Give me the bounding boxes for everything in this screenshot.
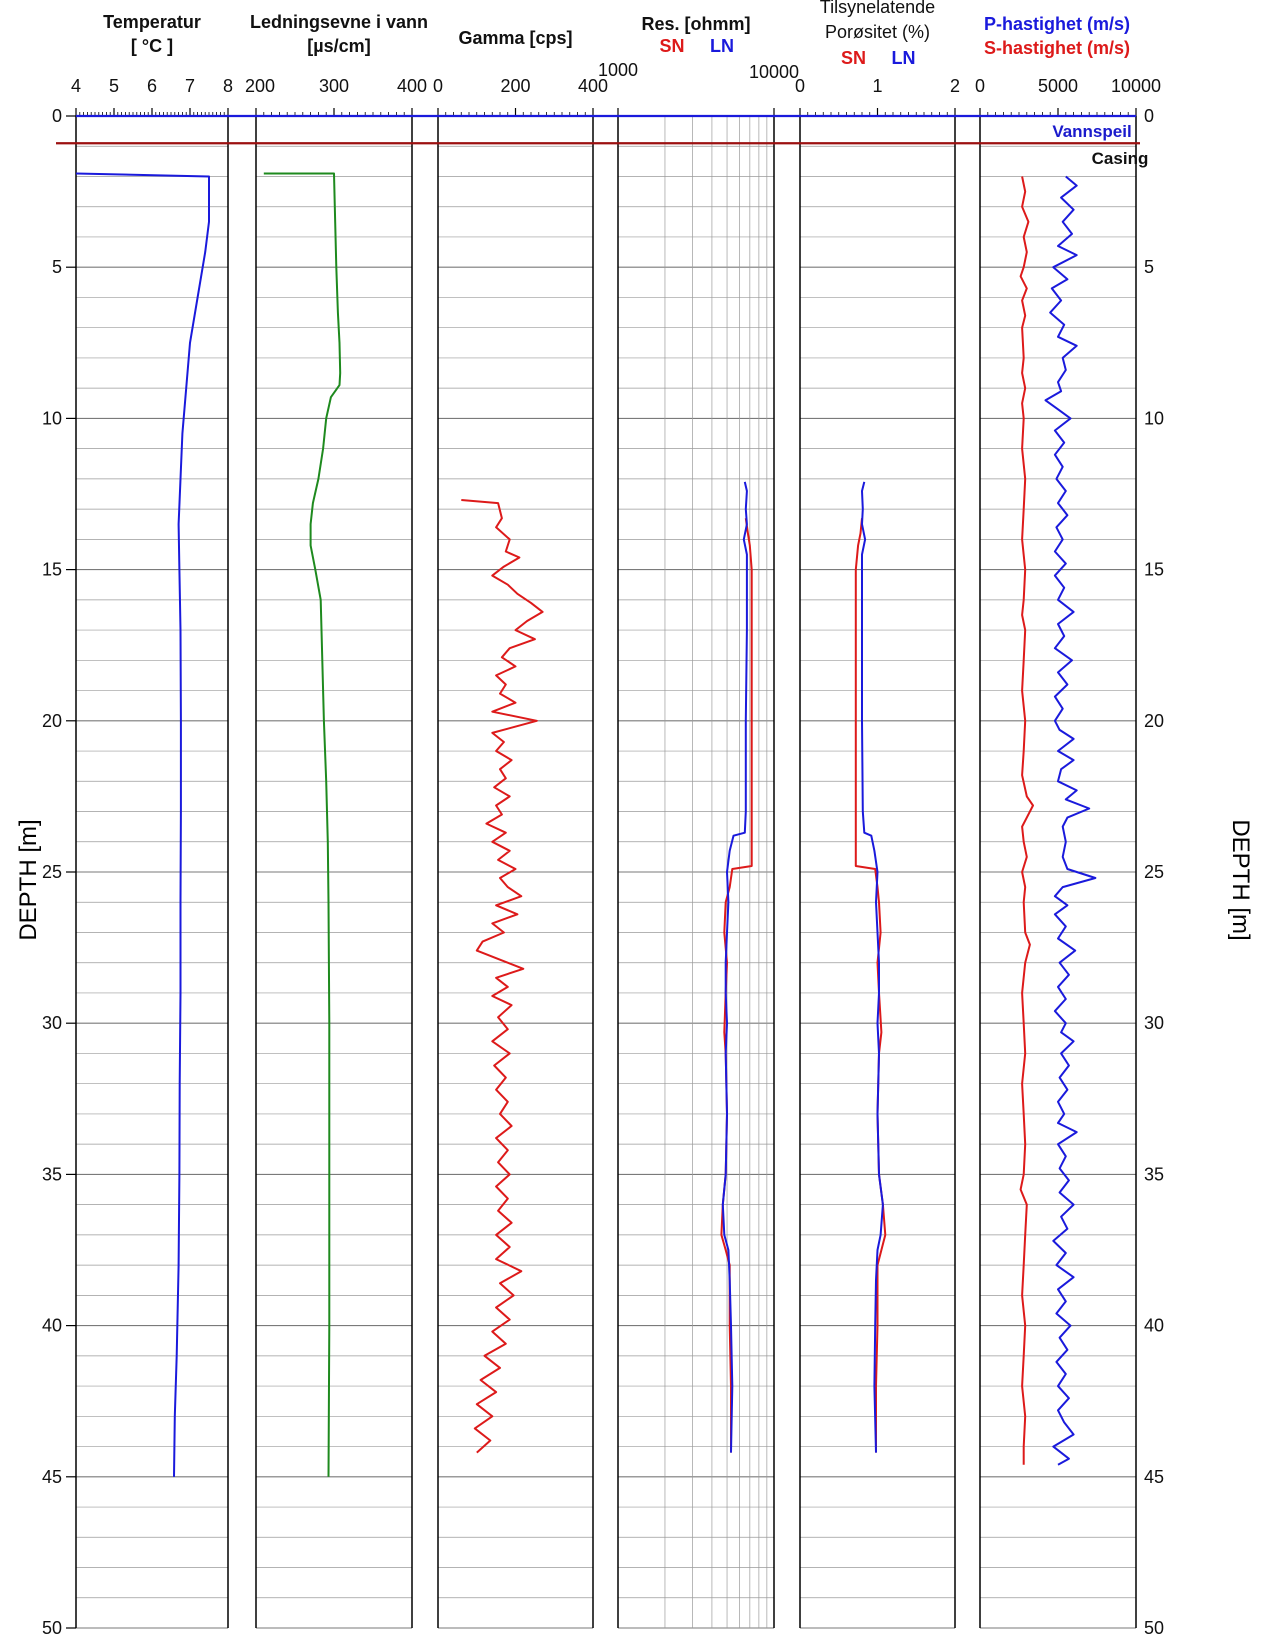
series-line-track-2 — [263, 172, 342, 1477]
axis-tick-label: 5000 — [1038, 76, 1078, 96]
legend-ln: LN — [892, 48, 916, 68]
depth-tick-label-right: 50 — [1144, 1618, 1164, 1638]
depth-tick-label-right: 35 — [1144, 1164, 1164, 1184]
series-line-track-1 — [75, 172, 210, 1477]
axis-tick-label: 10000 — [749, 62, 799, 82]
track-title: Tilsynelatende — [820, 0, 935, 17]
track-2: 200 300 400 Ledningsevne i vann [µs/cm] — [245, 12, 428, 1629]
legend-sn: SN — [841, 48, 866, 68]
depth-tick-label-right: 30 — [1144, 1013, 1164, 1033]
track-3: 0 200 400 Gamma [cps] — [433, 28, 608, 1629]
depth-axis-label-right: DEPTH [m] — [1227, 819, 1254, 940]
depth-tick-label-left: 30 — [42, 1013, 62, 1033]
depth-axis-label-left: DEPTH [m] — [15, 819, 42, 940]
series-line-sn — [854, 518, 887, 1453]
casing-label: Casing — [1092, 149, 1149, 168]
axis-tick-label: 0 — [433, 76, 443, 96]
series-line-track-3 — [461, 499, 544, 1454]
depth-tick-label-right: 20 — [1144, 711, 1164, 731]
legend-ln: LN — [710, 36, 734, 56]
series-line-ln — [721, 481, 748, 1453]
track-title: Gamma [cps] — [458, 28, 572, 48]
series-line-s-hastighet-m-s- — [1019, 176, 1034, 1465]
depth-tick-label-right: 10 — [1144, 408, 1164, 428]
axis-tick-label: 10000 — [1111, 76, 1161, 96]
track-title: [µs/cm] — [307, 36, 370, 56]
track-title: [ °C ] — [131, 36, 173, 56]
track-title: S-hastighet (m/s) — [984, 38, 1130, 58]
series-line-ln — [861, 481, 884, 1453]
depth-tick-label-right: 0 — [1144, 106, 1154, 126]
axis-tick-label: 400 — [578, 76, 608, 96]
reference-lines — [56, 114, 1140, 145]
depth-tick-label-right: 40 — [1144, 1316, 1164, 1336]
track-4: 1000 10000 Res. [ohmm]SN LN — [598, 14, 799, 1629]
track-1: 4 5 6 7 8 Temperatur [ °C ] — [71, 12, 233, 1629]
track-title: Porøsitet (%) — [825, 22, 930, 42]
depth-tick-label-left: 20 — [42, 711, 62, 731]
depth-tick-label-left: 5 — [52, 257, 62, 277]
series-line-sn — [720, 518, 753, 1453]
depth-tick-label-left: 15 — [42, 560, 62, 580]
series-line-p-hastighet-m-s- — [1044, 175, 1097, 1466]
depth-tick-label-left: 0 — [52, 106, 62, 126]
track-title: Ledningsevne i vann — [250, 12, 428, 32]
axis-tick-label: 200 — [245, 76, 275, 96]
axis-tick-label: 0 — [795, 76, 805, 96]
axis-tick-label: 200 — [500, 76, 530, 96]
depth-tick-label-right: 45 — [1144, 1467, 1164, 1487]
track-title: Temperatur — [103, 12, 201, 32]
axis-tick-label: 4 — [71, 76, 81, 96]
axis-tick-label: 400 — [397, 76, 427, 96]
depth-tick-label-left: 50 — [42, 1618, 62, 1638]
axis-tick-label: 5 — [109, 76, 119, 96]
axis-tick-label: 1000 — [598, 60, 638, 80]
track-title: Res. [ohmm] — [641, 14, 750, 34]
track-6: 0 5000 10000 P-hastighet (m/s) S-hastighet (… — [975, 14, 1161, 1629]
water-table-label: Vannspeil — [1052, 122, 1131, 141]
depth-tick-label-right: 15 — [1144, 560, 1164, 580]
depth-axis: 0 0 5 5 10 10 15 15 20 20 25 25 30 30 35 35 40 40 45 45 50 50 — [42, 106, 1164, 1638]
axis-tick-label: 0 — [975, 76, 985, 96]
depth-tick-label-left: 40 — [42, 1316, 62, 1336]
depth-tick-label-left: 35 — [42, 1164, 62, 1184]
axis-tick-label: 8 — [223, 76, 233, 96]
axis-tick-label: 7 — [185, 76, 195, 96]
axis-tick-label: 300 — [319, 76, 349, 96]
depth-tick-label-left: 25 — [42, 862, 62, 882]
track-5: 0 1 2 Tilsynelatende Porøsitet (%) SN LN — [795, 0, 960, 1629]
depth-tick-label-left: 10 — [42, 408, 62, 428]
depth-tick-label-left: 45 — [42, 1467, 62, 1487]
depth-tick-label-right: 5 — [1144, 257, 1154, 277]
legend-sn: SN — [659, 36, 684, 56]
axis-tick-label: 1 — [872, 76, 882, 96]
axis-tick-label: 6 — [147, 76, 157, 96]
axis-tick-label: 2 — [950, 76, 960, 96]
track-title: P-hastighet (m/s) — [984, 14, 1130, 34]
depth-tick-label-right: 25 — [1144, 862, 1164, 882]
